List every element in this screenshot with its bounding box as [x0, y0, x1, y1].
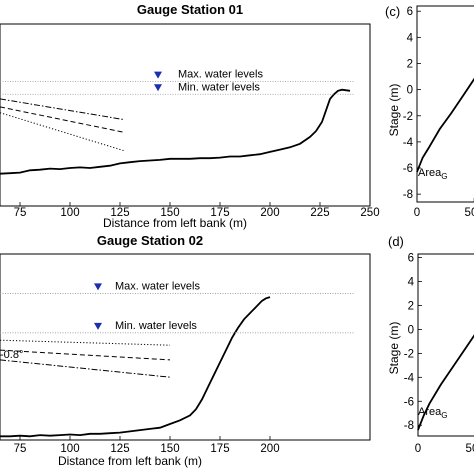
y-tick-label: 4: [408, 277, 415, 289]
x-tick-label: 100: [60, 443, 79, 455]
panel-gauge-station-02: Gauge Station 02 Max. water levels Min. w…: [0, 233, 371, 468]
water-level-marker-icon: [154, 71, 162, 79]
water-level-marker-icon: [94, 322, 102, 330]
x-tick-label: 500: [466, 443, 474, 455]
cross-section-line: [417, 334, 474, 431]
x-tick-label: 0: [414, 207, 420, 219]
y-tick-label: 2: [407, 58, 413, 70]
y-axis-label: Stage (m): [387, 84, 401, 137]
y-tick-label: 2: [408, 300, 414, 312]
x-tick-label: 200: [260, 207, 279, 219]
legend-entry: Max. water levels: [115, 280, 200, 292]
y-axis-label: Stage (m): [387, 322, 401, 375]
x-tick-label: 150: [160, 207, 179, 219]
panel-c-stage-area: (c) Stage (m) 0 500 6 4 2 0 -2 -4 -6 -8 AreaG: [385, 4, 474, 219]
area-annotation: AreaG: [418, 167, 447, 181]
cross-section-line: [0, 296, 271, 438]
water-level-marker-icon: [94, 283, 102, 291]
y-tick-label: -6: [404, 396, 414, 408]
slope-line-dashdot: [0, 98, 125, 121]
slope-line-dashdot: [0, 359, 171, 378]
plot-frame: [0, 253, 371, 441]
y-tick-label: 0: [407, 85, 413, 97]
water-level-marker-icon: [154, 84, 162, 92]
y-tick-label: 0: [408, 324, 414, 336]
x-tick-label: 100: [60, 207, 79, 219]
plot-frame: [0, 23, 371, 207]
x-tick-label: 0: [415, 443, 421, 455]
x-tick-label: 150: [160, 443, 179, 455]
y-tick-label: -8: [404, 420, 414, 432]
x-tick-label: 225: [310, 207, 329, 219]
x-tick-label: 75: [14, 443, 27, 455]
y-tick-label: -4: [403, 137, 414, 149]
y-tick-label: -8: [403, 189, 413, 201]
slope-line-dotted: [0, 339, 171, 346]
area-annotation: AreaG: [418, 406, 447, 420]
x-tick-label: 125: [110, 443, 129, 455]
y-tick-label: 6: [407, 6, 413, 18]
legend-entry: Max. water levels: [178, 69, 263, 81]
panel-label: (c): [385, 4, 400, 19]
cross-section-line: [416, 77, 474, 173]
chart-title: Gauge Station 01: [137, 2, 243, 17]
plot-frame: [416, 5, 474, 203]
slope-line-dashed: [0, 106, 125, 133]
x-tick-label: 125: [110, 207, 129, 219]
x-tick-label: 175: [210, 443, 229, 455]
x-tick-label: 250: [360, 207, 379, 219]
x-tick-label: 75: [14, 207, 27, 219]
angle-annotation: -0.8°: [0, 349, 23, 361]
x-axis-label: Distance from left bank (m): [103, 216, 247, 230]
plot-frame: [417, 253, 474, 437]
legend-entry: Min. water levels: [178, 81, 260, 93]
y-tick-label: -2: [403, 111, 413, 123]
slope-line-dotted: [0, 112, 125, 152]
slope-line-dashed: [0, 349, 171, 361]
y-tick-label: 4: [407, 32, 414, 44]
x-axis-label: Distance from left bank (m): [58, 454, 202, 468]
chart-title: Gauge Station 02: [97, 233, 203, 248]
panel-label: (d): [388, 234, 404, 249]
legend-entry: Min. water levels: [115, 320, 197, 332]
y-tick-label: -4: [404, 372, 415, 384]
x-tick-label: 200: [260, 443, 279, 455]
y-tick-label: 6: [408, 253, 414, 265]
x-tick-label: 175: [210, 207, 229, 219]
panel-d-stage-area: (d) Stage (m) 0 500 6 4 2 0 -2 -4 -6 -8 AreaG: [387, 234, 474, 455]
x-tick-label: 500: [465, 207, 474, 219]
cross-section-line: [0, 88, 351, 175]
y-tick-label: -6: [403, 163, 413, 175]
y-tick-label: -2: [404, 348, 414, 360]
